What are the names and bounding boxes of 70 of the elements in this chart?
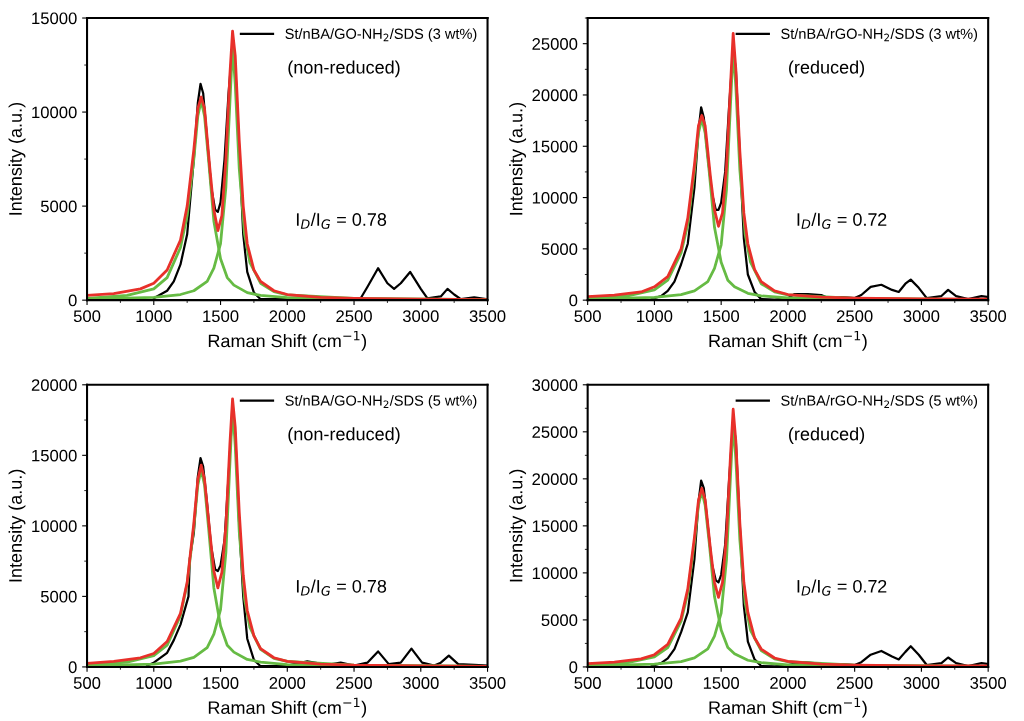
x-tick-label: 2000 [269,310,306,323]
x-tick-label: 500 [73,677,101,689]
x-tick-label: 1500 [203,310,239,323]
x-tick-label: 2000 [269,677,306,689]
y-tick-label: 0 [569,294,578,307]
y-tick-label: 20000 [31,379,77,391]
x-tick-label: 500 [574,310,601,323]
x-tick-label: 3000 [402,677,439,689]
annotation: I$_{D}$/I$_{G}$ = 0.78 [296,212,387,229]
y-tick-label: 30000 [532,379,578,391]
annotation: (reduced) [789,60,865,78]
x-tick-label: 1500 [703,310,740,323]
y-tick-label: 0 [569,661,578,674]
legend-label: St/nBA/GO-NH$_{2}$/SDS (3 wt%) [285,28,477,42]
x-axis-title: Raman Shift (cm$^{−1}$) [709,330,867,351]
y-tick-label: 10000 [32,106,77,119]
y-tick-label: 0 [68,294,77,307]
annotation: (non-reduced) [288,60,400,78]
y-tick-label: 5000 [541,243,578,256]
annotation: (reduced) [789,427,865,444]
x-tick-label: 2500 [836,677,873,689]
y-axis-title: Intensity (a.u.) [8,103,26,215]
y-tick-label: 5000 [40,590,77,603]
annotation: I$_{D}$/I$_{G}$ = 0.78 [296,579,387,596]
y-axis-title: Intensity (a.u.) [8,469,26,582]
y-tick-label: 15000 [532,520,578,533]
x-tick-label: 3000 [402,310,439,323]
x-tick-label: 3500 [469,677,506,689]
y-tick-label: 5000 [40,200,77,213]
y-tick-label: 0 [68,661,77,674]
y-tick-label: 15000 [32,449,77,462]
x-axis-title: Raman Shift (cm$^{−1}$) [208,697,367,718]
y-axis-title: Intensity (a.u.) [509,469,527,582]
y-tick-label: 10000 [32,520,77,533]
x-tick-label: 500 [73,310,101,323]
x-tick-label: 2500 [336,310,372,323]
x-tick-label: 2000 [770,310,806,323]
x-tick-label: 500 [574,677,601,689]
legend-label: St/nBA/rGO-NH$_{2}$/SDS (5 wt%) [781,395,978,409]
x-tick-label: 1000 [136,310,172,323]
y-tick-label: 20000 [532,89,578,102]
y-tick-label: 25000 [532,426,578,439]
y-tick-label: 5000 [541,614,578,627]
x-tick-label: 1000 [637,677,673,689]
x-tick-label: 3500 [970,310,1007,323]
x-tick-label: 3000 [903,310,940,323]
y-tick-label: 25000 [532,38,578,50]
x-axis-title: Raman Shift (cm$^{−1}$) [709,697,867,718]
legend-label: St/nBA/rGO-NH$_{2}$/SDS (3 wt%) [781,28,978,42]
annotation: (non-reduced) [288,427,400,444]
y-axis-title: Intensity (a.u.) [509,103,527,215]
x-tick-label: 2500 [836,310,873,323]
x-tick-label: 3500 [469,310,506,323]
x-tick-label: 2000 [770,677,806,689]
x-tick-label: 1000 [136,677,172,689]
x-tick-label: 1500 [703,677,740,689]
y-tick-label: 15000 [32,12,77,25]
annotation: I$_{D}$/I$_{G}$ = 0.72 [797,579,887,596]
y-tick-label: 15000 [532,140,578,153]
annotation: I$_{D}$/I$_{G}$ = 0.72 [797,212,887,229]
x-tick-label: 1000 [637,310,673,323]
x-tick-label: 3500 [970,677,1007,689]
legend-label: St/nBA/GO-NH$_{2}$/SDS (5 wt%) [285,395,477,409]
x-tick-label: 3000 [903,677,940,689]
y-tick-label: 10000 [532,191,578,204]
x-axis-title: Raman Shift (cm$^{−1}$) [208,330,367,351]
x-tick-label: 2500 [336,677,372,689]
y-tick-label: 20000 [532,473,578,486]
x-tick-label: 1500 [203,677,239,689]
y-tick-label: 10000 [532,567,578,580]
